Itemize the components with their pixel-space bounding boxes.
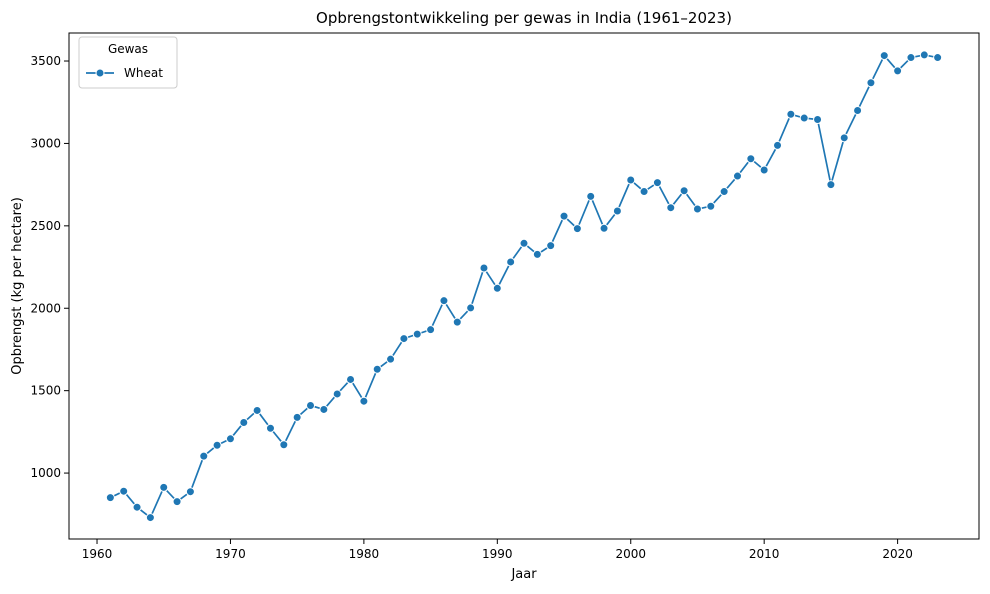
data-point	[145, 513, 155, 523]
x-tick-label: 1990	[482, 547, 513, 561]
data-point	[199, 451, 209, 461]
data-point	[706, 201, 716, 211]
legend-marker-swatch	[95, 68, 105, 78]
y-tick-label: 3500	[30, 54, 61, 68]
chart-title: Opbrengstontwikkeling per gewas in India…	[316, 9, 732, 27]
y-tick-label: 2500	[30, 219, 61, 233]
legend-series-label: Wheat	[124, 66, 163, 80]
y-tick-label: 2000	[30, 301, 61, 315]
plot-frame	[68, 32, 980, 540]
data-point	[532, 249, 542, 259]
data-point	[666, 203, 676, 213]
data-point	[692, 204, 702, 214]
data-point	[252, 405, 262, 415]
data-point	[799, 113, 809, 123]
data-point	[546, 241, 556, 251]
data-point	[172, 497, 182, 507]
data-point	[679, 186, 689, 196]
series-line-wheat	[109, 54, 939, 519]
data-point	[306, 401, 316, 410]
data-point	[332, 389, 342, 399]
data-point	[265, 423, 275, 433]
data-point	[212, 440, 222, 450]
data-point	[652, 178, 662, 188]
x-axis: 1960 1970 1980 1990 2000 2010 2020	[82, 539, 913, 561]
y-axis: 1000 1500 2000 2500 3000 3500	[30, 54, 69, 480]
data-point	[359, 396, 369, 406]
data-point	[919, 50, 929, 60]
data-point	[559, 211, 569, 221]
data-point	[626, 175, 636, 185]
data-point	[719, 187, 729, 197]
x-tick-label: 1980	[349, 547, 380, 561]
x-tick-label: 1970	[215, 547, 246, 561]
data-point	[786, 109, 796, 119]
data-point	[906, 53, 916, 63]
data-point	[586, 191, 596, 201]
data-point	[639, 187, 649, 197]
data-point	[759, 165, 769, 175]
data-point	[452, 317, 462, 327]
data-point	[132, 502, 142, 512]
x-tick-label: 2010	[749, 547, 780, 561]
plot-area	[105, 50, 943, 523]
data-point	[572, 224, 582, 234]
y-tick-label: 1000	[30, 466, 61, 480]
data-point	[853, 105, 863, 115]
data-point	[519, 238, 529, 248]
data-point	[346, 374, 356, 384]
data-point	[839, 133, 849, 143]
data-point	[866, 78, 876, 88]
data-point	[933, 53, 943, 63]
data-point	[159, 482, 169, 492]
data-point	[746, 154, 756, 164]
data-point	[599, 223, 609, 233]
x-tick-label: 1960	[82, 547, 113, 561]
data-point	[105, 493, 115, 503]
data-point	[893, 66, 903, 76]
data-point	[813, 115, 823, 125]
x-axis-label: Jaar	[510, 567, 537, 582]
data-point	[292, 412, 302, 422]
data-point	[372, 364, 382, 374]
data-point	[439, 296, 449, 306]
data-point	[412, 329, 422, 339]
data-point	[319, 404, 329, 414]
data-point	[612, 206, 622, 216]
data-point	[119, 486, 129, 496]
data-point	[492, 283, 502, 293]
data-point	[386, 354, 396, 364]
data-point	[466, 303, 476, 313]
data-point	[773, 140, 783, 150]
y-tick-label: 3000	[30, 136, 61, 150]
data-point	[279, 440, 289, 450]
data-point	[479, 263, 489, 273]
data-point	[826, 180, 836, 190]
x-tick-label: 2020	[882, 547, 913, 561]
data-point	[225, 434, 235, 444]
legend-title: Gewas	[108, 42, 148, 56]
data-point	[239, 417, 249, 427]
data-point	[732, 171, 742, 181]
data-point	[426, 325, 436, 335]
legend: Gewas Wheat	[78, 36, 178, 89]
data-point	[399, 334, 409, 344]
data-point	[879, 51, 889, 61]
y-tick-label: 1500	[30, 384, 61, 398]
y-axis-label: Opbrengst (kg per hectare)	[10, 197, 25, 375]
x-tick-label: 2000	[615, 547, 646, 561]
data-point	[506, 257, 516, 267]
data-point	[185, 487, 195, 497]
